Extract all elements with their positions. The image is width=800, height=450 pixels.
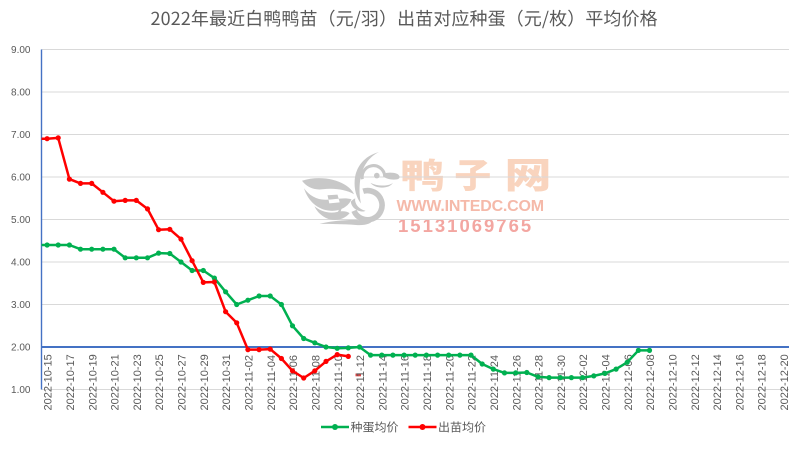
svg-text:2022-11-04: 2022-11-04 xyxy=(266,355,278,410)
svg-text:4.00: 4.00 xyxy=(11,258,31,269)
svg-text:2022-10-23: 2022-10-23 xyxy=(132,354,144,410)
svg-text:5.00: 5.00 xyxy=(11,215,31,226)
svg-text:2022-10-29: 2022-10-29 xyxy=(199,354,211,410)
svg-text:2022-12-18: 2022-12-18 xyxy=(757,354,769,410)
svg-text:2022-10-27: 2022-10-27 xyxy=(177,354,189,410)
svg-text:15131069765: 15131069765 xyxy=(398,215,533,236)
svg-text:3.00: 3.00 xyxy=(11,300,31,311)
svg-text:2022-12-10: 2022-12-10 xyxy=(668,354,680,410)
svg-text:2022-11-08: 2022-11-08 xyxy=(310,355,322,410)
svg-text:1.00: 1.00 xyxy=(11,385,31,396)
svg-text:2022-11-10: 2022-11-10 xyxy=(333,355,345,410)
svg-text:2022-12-04: 2022-12-04 xyxy=(601,354,613,410)
svg-text:2.00: 2.00 xyxy=(11,343,31,354)
svg-text:WWW.INTEDC.COM: WWW.INTEDC.COM xyxy=(397,198,544,215)
svg-text:2022-11-06: 2022-11-06 xyxy=(288,355,300,410)
svg-text:2022-10-31: 2022-10-31 xyxy=(221,354,233,410)
svg-text:2022-11-18: 2022-11-18 xyxy=(422,355,434,410)
svg-text:2022-11-22: 2022-11-22 xyxy=(467,355,479,410)
svg-text:2022-11-12: 2022-11-12 xyxy=(355,355,367,410)
svg-text:2022-11-26: 2022-11-26 xyxy=(511,355,523,410)
svg-text:2022-10-17: 2022-10-17 xyxy=(65,354,77,410)
svg-text:2022-11-30: 2022-11-30 xyxy=(556,355,568,410)
svg-text:2022-11-24: 2022-11-24 xyxy=(489,355,501,410)
svg-text:2022-11-16: 2022-11-16 xyxy=(400,355,412,410)
svg-text:2022-10-21: 2022-10-21 xyxy=(110,354,122,410)
svg-text:2022-12-06: 2022-12-06 xyxy=(623,354,635,410)
svg-text:8.00: 8.00 xyxy=(11,88,31,99)
svg-text:2022-11-28: 2022-11-28 xyxy=(534,355,546,410)
svg-text:6.00: 6.00 xyxy=(11,173,31,184)
svg-text:2022-10-15: 2022-10-15 xyxy=(43,354,55,410)
svg-text:7.00: 7.00 xyxy=(11,130,31,141)
svg-text:2022-12-20: 2022-12-20 xyxy=(779,354,791,410)
svg-text:9.00: 9.00 xyxy=(11,45,31,56)
svg-text:2022-10-19: 2022-10-19 xyxy=(87,354,99,410)
svg-text:2022-12-14: 2022-12-14 xyxy=(712,354,724,410)
svg-text:2022-11-20: 2022-11-20 xyxy=(444,355,456,410)
svg-text:2022-10-25: 2022-10-25 xyxy=(154,354,166,410)
svg-text:2022-12-08: 2022-12-08 xyxy=(645,354,657,410)
svg-text:2022-12-16: 2022-12-16 xyxy=(734,354,746,410)
svg-text:2022-11-14: 2022-11-14 xyxy=(377,355,389,410)
svg-text:2022-11-02: 2022-11-02 xyxy=(244,355,256,410)
svg-text:2022-12-12: 2022-12-12 xyxy=(690,354,702,410)
svg-text:2022-12-02: 2022-12-02 xyxy=(578,354,590,410)
